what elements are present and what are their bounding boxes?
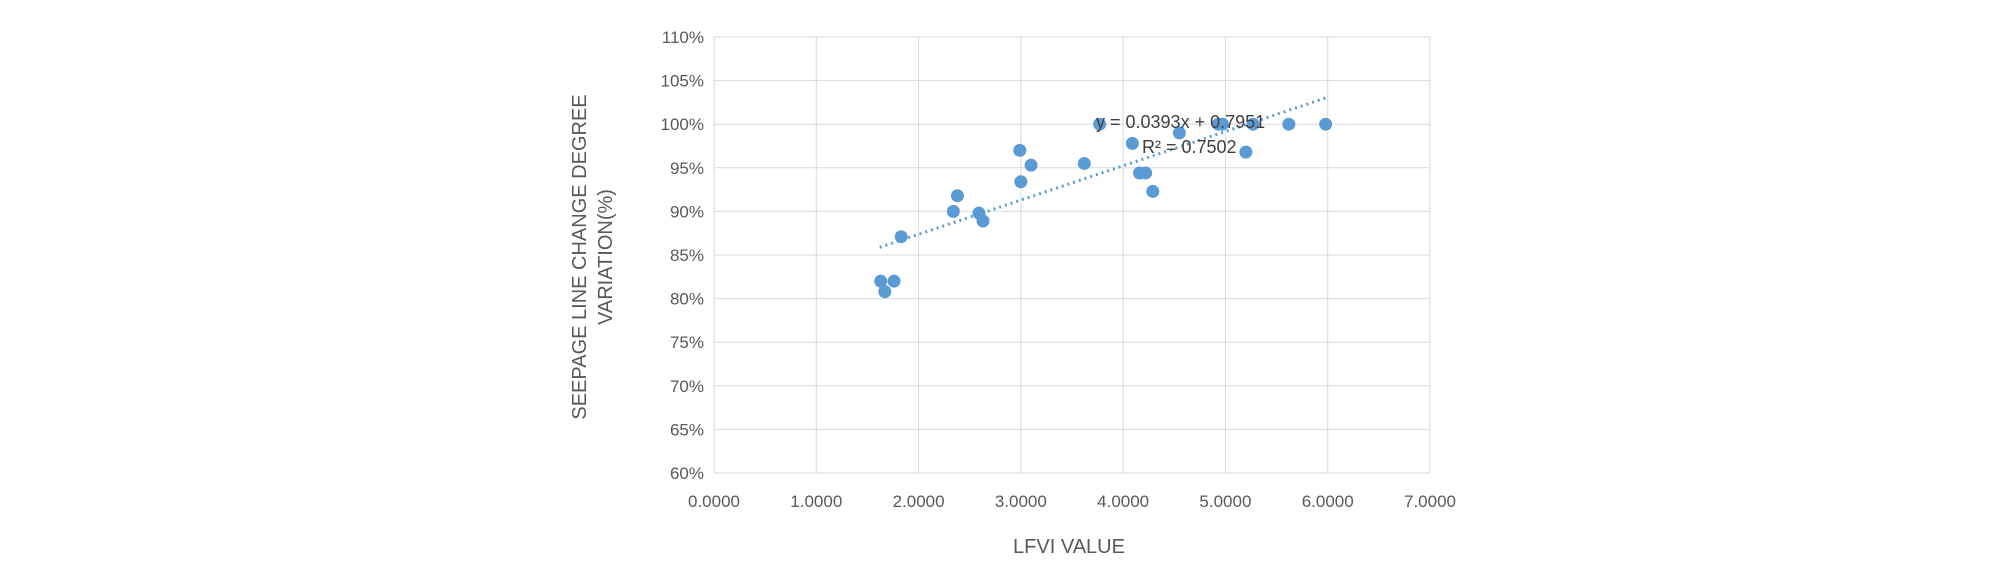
data-point bbox=[1215, 117, 1229, 131]
trendline-r-squared: R² = 0.7502 bbox=[1142, 137, 1237, 157]
data-point bbox=[1319, 117, 1333, 131]
data-point bbox=[1013, 143, 1027, 157]
data-point bbox=[1125, 136, 1139, 150]
x-tick-label: 0.0000 bbox=[688, 492, 740, 511]
data-point bbox=[950, 189, 964, 203]
y-tick-label: 95% bbox=[670, 159, 704, 178]
x-tick-label: 7.0000 bbox=[1404, 492, 1456, 511]
data-point bbox=[1146, 184, 1160, 198]
data-point bbox=[1077, 156, 1091, 170]
data-point bbox=[1246, 117, 1260, 131]
data-point bbox=[894, 230, 908, 244]
y-tick-label: 110% bbox=[662, 28, 704, 47]
x-tick-label: 1.0000 bbox=[790, 492, 842, 511]
y-tick-label: 90% bbox=[670, 202, 704, 221]
data-points bbox=[874, 117, 1333, 299]
y-axis-title-line-1: SEEPAGE LINE CHANGE DEGREE bbox=[569, 94, 591, 419]
x-tick-label: 5.0000 bbox=[1199, 492, 1251, 511]
gridlines bbox=[713, 36, 1431, 474]
data-point bbox=[874, 274, 888, 288]
y-tick-label: 65% bbox=[670, 420, 704, 439]
data-point bbox=[887, 274, 901, 288]
y-tick-label: 75% bbox=[670, 333, 704, 352]
data-point bbox=[1014, 175, 1028, 189]
y-axis-title-line-2: VARIATION(%) bbox=[595, 189, 617, 325]
data-point bbox=[1024, 158, 1038, 172]
trendline-equation: y = 0.0393x + 0.7951 bbox=[1096, 112, 1265, 132]
data-point bbox=[1172, 126, 1186, 140]
y-tick-label: 105% bbox=[661, 72, 704, 91]
x-tick-label: 2.0000 bbox=[893, 492, 945, 511]
x-tick-label: 3.0000 bbox=[995, 492, 1047, 511]
data-point bbox=[976, 214, 990, 228]
data-point bbox=[1093, 117, 1107, 131]
y-tick-label: 80% bbox=[670, 290, 704, 309]
y-axis-ticks: 60% 65% 70% 75% 80% 85% 90% 95% 100% 105% 110% bbox=[661, 28, 704, 483]
x-tick-label: 6.0000 bbox=[1302, 492, 1354, 511]
y-tick-label: 85% bbox=[670, 246, 704, 265]
x-axis-ticks: 0.0000 1.0000 2.0000 3.0000 4.0000 5.0000 6.00… bbox=[688, 492, 1456, 511]
data-point bbox=[1139, 166, 1153, 180]
data-point bbox=[1282, 117, 1296, 131]
data-point bbox=[946, 204, 960, 218]
x-tick-label: 4.0000 bbox=[1097, 492, 1149, 511]
x-axis-title: LFVI VALUE bbox=[1013, 536, 1125, 558]
data-point bbox=[1239, 145, 1253, 159]
y-tick-label: 70% bbox=[670, 377, 704, 396]
y-axis-title: SEEPAGE LINE CHANGE DEGREE VARIATION(%) bbox=[569, 94, 617, 419]
data-point bbox=[878, 285, 892, 299]
y-tick-label: 60% bbox=[670, 464, 704, 483]
y-tick-label: 100% bbox=[661, 115, 704, 134]
